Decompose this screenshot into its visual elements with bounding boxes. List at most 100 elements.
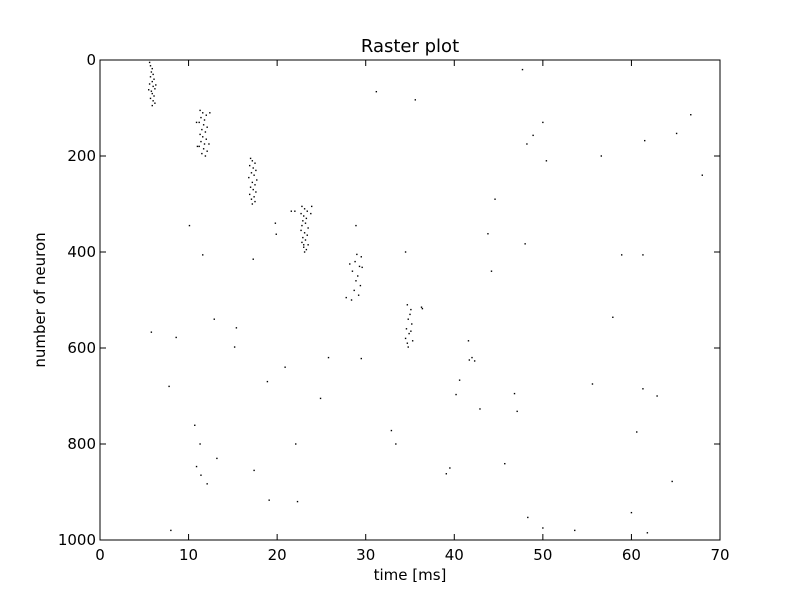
spike-point (345, 296, 347, 299)
spike-point (301, 205, 303, 208)
spike-point (252, 167, 254, 169)
spike-point (375, 90, 378, 93)
spike-point (152, 100, 154, 102)
spike-point (350, 299, 353, 301)
spike-point (620, 254, 623, 256)
spike-point (306, 210, 308, 212)
spike-point (656, 395, 658, 397)
spike-point (524, 243, 526, 245)
spike-point (153, 95, 155, 97)
y-tick-label: 1000 (58, 531, 96, 549)
raster-marks (148, 61, 703, 534)
spike-point (600, 155, 603, 157)
spike-point (150, 71, 153, 73)
y-tick-label: 600 (67, 339, 96, 357)
spike-point (206, 150, 208, 152)
spike-point (253, 196, 255, 198)
spike-point (310, 205, 313, 208)
spike-point (303, 251, 306, 253)
spike-point (395, 443, 397, 445)
spike-point (200, 116, 202, 119)
y-axis-label: number of neuron (31, 232, 49, 367)
spike-point (255, 191, 257, 193)
spike-point (301, 241, 303, 244)
spike-point (202, 254, 204, 256)
spike-point (642, 388, 644, 390)
spike-point (591, 383, 594, 385)
spike-point (253, 174, 255, 176)
spike-point (411, 323, 413, 325)
spike-point (196, 145, 199, 148)
spike-point (216, 457, 218, 460)
spike-point (296, 500, 299, 503)
spike-point (630, 511, 633, 514)
spike-point (255, 169, 257, 172)
x-tick-label: 50 (533, 546, 552, 564)
spike-point (199, 133, 201, 136)
spike-point (307, 244, 309, 246)
spike-point (310, 212, 312, 215)
spike-point (149, 97, 152, 100)
spike-point (355, 280, 357, 282)
spike-point (357, 275, 359, 277)
spike-point (671, 480, 673, 483)
spike-point (527, 516, 529, 519)
spike-point (646, 532, 649, 534)
spike-point (467, 340, 470, 342)
spike-point (202, 136, 204, 138)
spike-point (406, 304, 409, 306)
spike-point (250, 198, 253, 200)
spike-point (284, 366, 286, 368)
spike-point (361, 266, 363, 269)
spike-point (151, 104, 153, 107)
spike-point (204, 131, 207, 133)
spike-point (468, 359, 471, 361)
spike-point (490, 270, 493, 272)
spike-point (357, 294, 360, 296)
spike-point (248, 193, 251, 196)
spike-point (304, 239, 307, 241)
spike-point (155, 84, 157, 86)
spike-point (355, 224, 357, 227)
spike-point (251, 181, 254, 184)
spike-point (205, 114, 207, 116)
spike-point (487, 233, 489, 235)
spike-point (153, 78, 155, 80)
spike-point (151, 92, 153, 95)
spike-point (303, 246, 305, 248)
spike-point (351, 270, 354, 272)
spike-point (360, 256, 362, 258)
spike-point (494, 198, 496, 200)
spike-point (410, 330, 412, 332)
spike-point (249, 186, 252, 188)
spike-point (504, 462, 506, 465)
spike-point (411, 340, 414, 342)
spike-point (251, 160, 254, 162)
spike-point (356, 253, 358, 256)
x-tick-label: 10 (179, 546, 198, 564)
spike-point (642, 254, 644, 256)
spike-point (235, 327, 238, 329)
spike-point (203, 143, 206, 145)
spike-point (360, 357, 362, 360)
spike-point (253, 469, 255, 472)
spike-point (149, 65, 152, 67)
spike-point (675, 132, 678, 135)
spike-point (302, 236, 304, 239)
spike-point (248, 164, 251, 167)
spike-point (152, 85, 154, 88)
spike-point (206, 483, 208, 485)
spike-point (198, 121, 200, 124)
spike-point (406, 342, 409, 344)
spike-point (154, 102, 156, 104)
spike-point (149, 76, 152, 78)
spike-point (644, 139, 646, 142)
spike-point (301, 224, 303, 227)
spike-point (254, 184, 256, 186)
spike-point (195, 121, 198, 124)
spike-point (513, 392, 516, 395)
spike-point (303, 208, 306, 210)
spike-point (701, 174, 703, 176)
spike-point (473, 360, 476, 362)
